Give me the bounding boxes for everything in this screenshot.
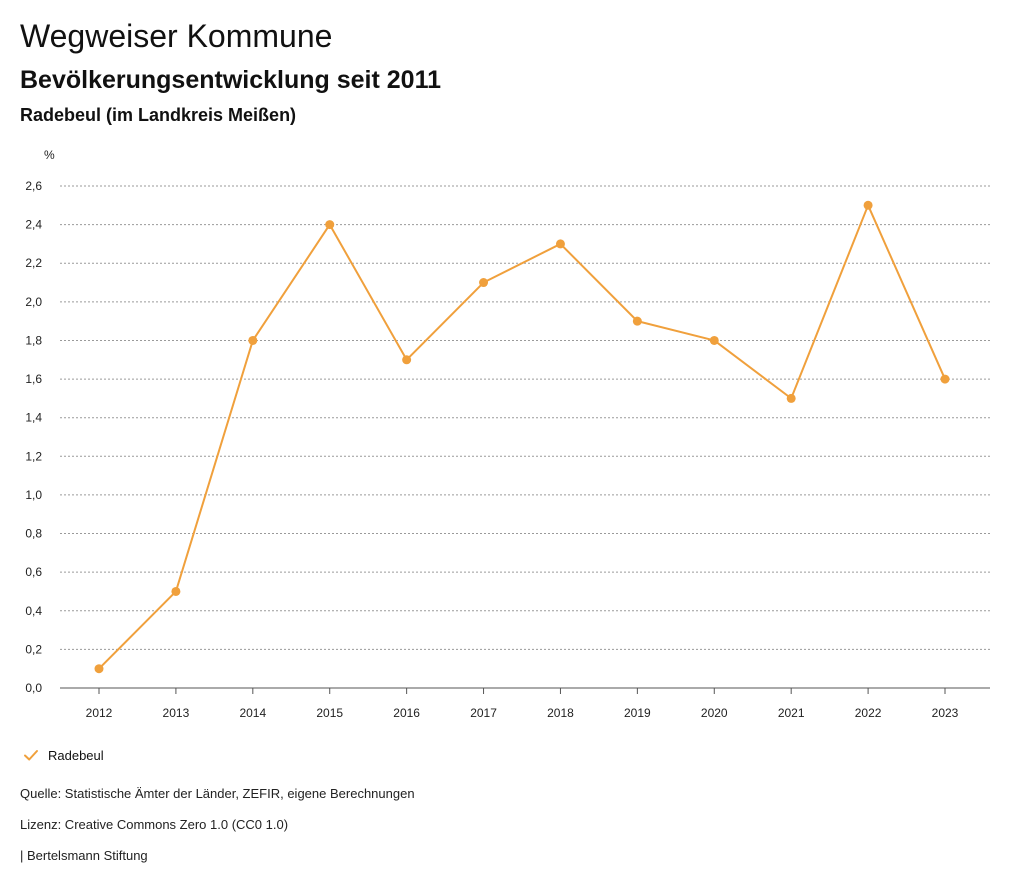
x-tick-label: 2021 xyxy=(778,706,805,720)
page-title: Wegweiser Kommune xyxy=(20,18,333,54)
data-point xyxy=(940,374,950,384)
x-tick-label: 2014 xyxy=(239,706,266,720)
y-tick-label: 1,8 xyxy=(25,333,42,347)
x-tick-label: 2015 xyxy=(316,706,343,720)
data-point xyxy=(863,200,873,210)
license-note: Lizenz: Creative Commons Zero 1.0 (CC0 1… xyxy=(20,817,289,832)
data-point xyxy=(325,220,335,230)
chart-subtitle: Bevölkerungsentwicklung seit 2011 xyxy=(20,66,441,94)
y-tick-label: 2,6 xyxy=(25,179,42,193)
check-icon xyxy=(24,750,38,761)
y-tick-label: 0,0 xyxy=(25,681,42,695)
data-point xyxy=(632,316,642,326)
publisher-note: | Bertelsmann Stiftung xyxy=(20,848,148,863)
series-line-radebeul xyxy=(98,204,946,670)
source-note: Quelle: Statistische Ämter der Länder, Z… xyxy=(20,786,415,801)
data-point xyxy=(171,586,181,596)
y-tick-label: 0,6 xyxy=(25,565,42,579)
x-tick-label: 2013 xyxy=(163,706,190,720)
data-point xyxy=(786,393,796,403)
y-axis-unit-label: % xyxy=(44,148,55,162)
y-tick-label: 2,4 xyxy=(25,218,42,232)
x-tick-label: 2018 xyxy=(547,706,574,720)
line-chart: % 0,0 0,2 0,4 0,6 0,8 1,0 1,2 1,4 1,6 1,8 2,0 2,2 2,4… xyxy=(25,148,990,720)
x-tick-label: 2017 xyxy=(470,706,497,720)
x-tick-label: 2016 xyxy=(393,706,420,720)
x-tick-label: 2020 xyxy=(701,706,728,720)
y-tick-label: 2,2 xyxy=(25,256,42,270)
data-point xyxy=(479,278,489,288)
x-tick-label: 2012 xyxy=(86,706,113,720)
region-title: Radebeul (im Landkreis Meißen) xyxy=(20,105,297,125)
y-tick-label: 2,0 xyxy=(25,295,42,309)
x-tick-label: 2019 xyxy=(624,706,651,720)
data-point xyxy=(94,664,104,674)
data-point xyxy=(248,335,258,345)
y-tick-label: 1,0 xyxy=(25,488,42,502)
legend-label: Radebeul xyxy=(48,747,104,763)
y-tick-label: 0,4 xyxy=(25,604,42,618)
x-tick-label: 2023 xyxy=(932,706,959,720)
data-point xyxy=(402,355,412,365)
data-point xyxy=(709,335,719,345)
y-tick-label: 0,8 xyxy=(25,527,42,541)
data-point xyxy=(555,239,565,249)
y-tick-label: 1,6 xyxy=(25,372,42,386)
chart-legend[interactable]: Radebeul xyxy=(22,745,104,765)
y-tick-label: 0,2 xyxy=(25,642,42,656)
x-tick-label: 2022 xyxy=(855,706,882,720)
y-tick-label: 1,2 xyxy=(25,449,42,463)
y-tick-label: 1,4 xyxy=(25,411,42,425)
